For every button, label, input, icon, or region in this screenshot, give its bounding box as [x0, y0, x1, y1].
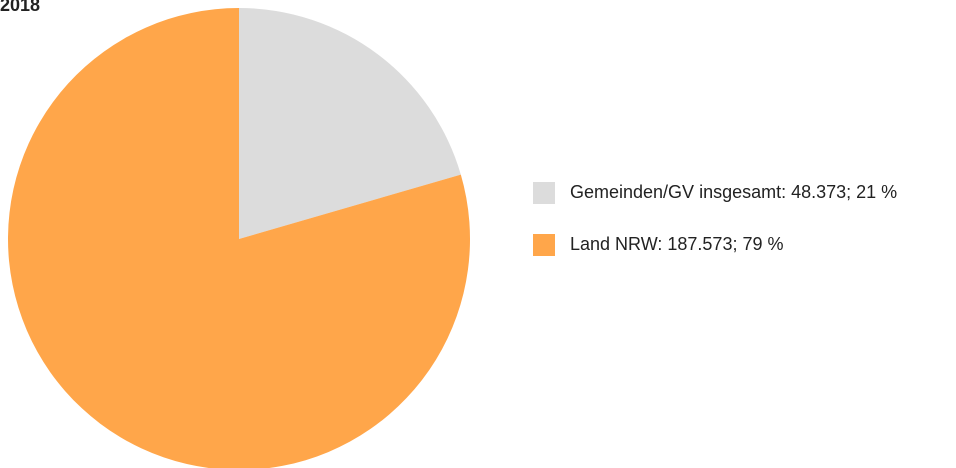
pie-slice — [8, 8, 470, 468]
chart-title: 2018 — [0, 0, 40, 15]
legend-label: Land NRW: 187.573; 79 % — [570, 234, 783, 254]
legend-swatch — [533, 234, 555, 256]
legend-swatch — [533, 182, 555, 204]
legend-label: Gemeinden/GV insgesamt: 48.373; 21 % — [570, 182, 897, 202]
pie-slice — [239, 8, 461, 239]
